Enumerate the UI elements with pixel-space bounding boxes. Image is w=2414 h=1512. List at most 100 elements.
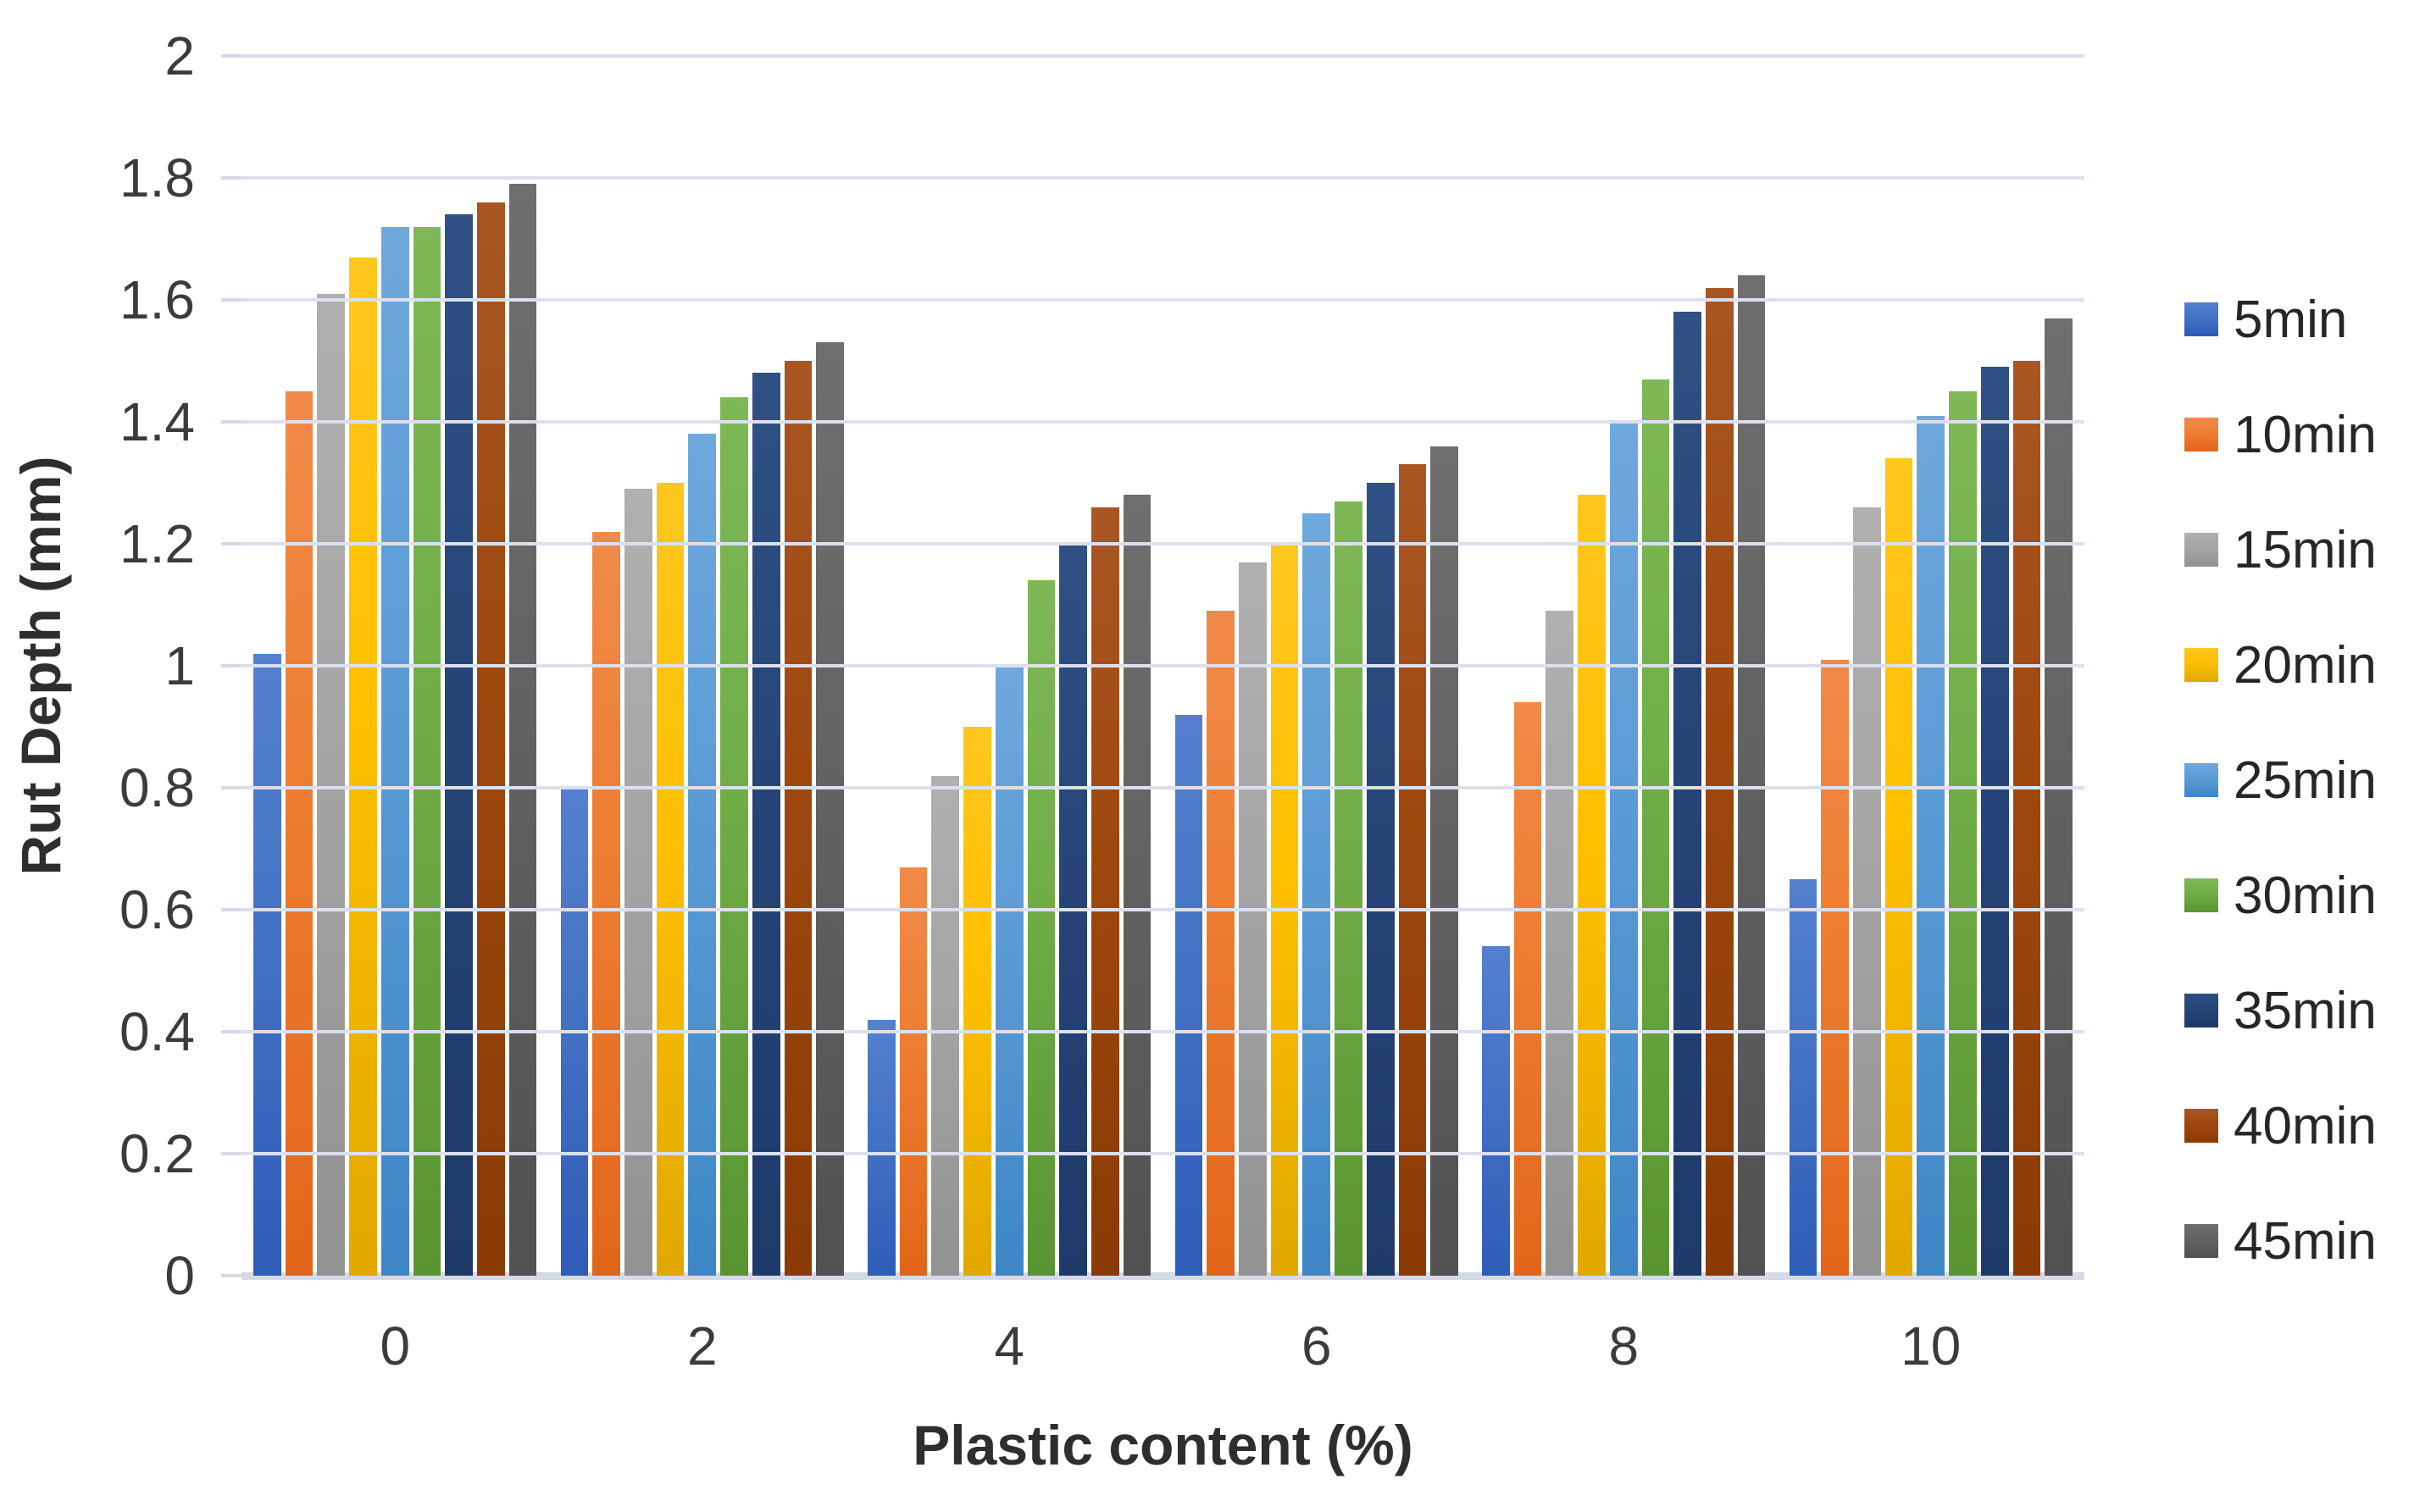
bar-group xyxy=(1778,56,2085,1276)
bar-30min-at-10 xyxy=(1949,391,1977,1276)
y-axis-tickmark xyxy=(221,420,241,424)
legend-item-35min: 35min xyxy=(2184,982,2377,1040)
bar-35min-at-8 xyxy=(1673,312,1702,1276)
y-axis-tickmark xyxy=(221,176,241,180)
legend-item-20min: 20min xyxy=(2184,636,2377,695)
bar-30min-at-6 xyxy=(1335,501,1362,1276)
chart-legend: 5min 10min 15min 20min 25min 30min 35min 40min 4… xyxy=(2184,291,2377,1338)
y-axis-tick-label: 0 xyxy=(164,1245,195,1306)
bar-40min-at-4 xyxy=(1091,507,1119,1276)
bar-25min-at-4 xyxy=(995,666,1024,1276)
bar-15min-at-8 xyxy=(1546,611,1574,1276)
y-gridline xyxy=(241,420,2084,424)
legend-label: 20min xyxy=(2234,635,2377,695)
y-gridline xyxy=(241,908,2084,911)
bar-25min-at-0 xyxy=(380,226,409,1276)
bar-10min-at-0 xyxy=(285,391,314,1276)
bar-group xyxy=(241,56,549,1276)
legend-swatch-icon xyxy=(2184,994,2218,1027)
bar-20min-at-0 xyxy=(349,257,377,1276)
bar-10min-at-10 xyxy=(1821,659,1849,1276)
x-axis-tick-label: 2 xyxy=(686,1315,718,1376)
bar-15min-at-0 xyxy=(317,293,346,1276)
y-axis-tick-label: 1.6 xyxy=(119,269,195,330)
bar-45min-at-8 xyxy=(1737,275,1766,1276)
legend-label: 40min xyxy=(2234,1096,2377,1155)
bar-25min-at-10 xyxy=(1917,415,1945,1276)
bar-5min-at-0 xyxy=(253,653,281,1276)
bar-25min-at-2 xyxy=(688,434,717,1276)
x-axis-line xyxy=(241,1272,2084,1280)
bar-5min-at-10 xyxy=(1789,879,1817,1276)
bar-15min-at-10 xyxy=(1852,507,1881,1276)
bar-45min-at-6 xyxy=(1430,446,1458,1276)
y-axis-tick-label: 1.4 xyxy=(119,391,195,452)
y-axis-tick-label: 0.2 xyxy=(119,1123,195,1184)
x-axis-title: Plastic content (%) xyxy=(913,1414,1413,1476)
bar-40min-at-8 xyxy=(1706,287,1734,1276)
bar-20min-at-10 xyxy=(1884,458,1913,1276)
bar-45min-at-10 xyxy=(2045,318,2073,1276)
legend-swatch-icon xyxy=(2184,302,2218,336)
bar-35min-at-2 xyxy=(752,373,780,1276)
bar-35min-at-0 xyxy=(445,214,474,1276)
y-axis-tick-label: 0.8 xyxy=(119,757,195,818)
bar-40min-at-0 xyxy=(477,202,505,1276)
y-gridline xyxy=(241,298,2084,302)
bar-30min-at-2 xyxy=(720,397,748,1276)
bar-10min-at-2 xyxy=(592,531,620,1276)
bar-20min-at-4 xyxy=(963,727,991,1276)
bar-45min-at-4 xyxy=(1123,495,1152,1276)
bar-40min-at-10 xyxy=(2012,361,2041,1276)
legend-item-45min: 45min xyxy=(2184,1212,2377,1271)
legend-item-5min: 5min xyxy=(2184,291,2377,349)
legend-label: 15min xyxy=(2234,520,2377,579)
y-axis-tickmark xyxy=(221,664,241,667)
y-gridline xyxy=(241,176,2084,180)
bar-25min-at-8 xyxy=(1609,422,1638,1276)
y-axis-tickmark xyxy=(221,1274,241,1277)
y-axis-tick-label: 0.6 xyxy=(119,879,195,940)
y-axis-tick-label: 1.8 xyxy=(119,147,195,208)
legend-item-25min: 25min xyxy=(2184,751,2377,810)
bar-30min-at-8 xyxy=(1641,379,1670,1276)
bar-20min-at-8 xyxy=(1578,495,1606,1276)
legend-swatch-icon xyxy=(2184,763,2218,797)
legend-item-40min: 40min xyxy=(2184,1097,2377,1155)
legend-label: 35min xyxy=(2234,981,2377,1040)
y-axis-tickmark xyxy=(221,298,241,302)
legend-swatch-icon xyxy=(2184,418,2218,451)
y-axis-tickmark xyxy=(221,786,241,789)
legend-label: 45min xyxy=(2234,1211,2377,1271)
bar-5min-at-4 xyxy=(868,1019,896,1276)
y-axis-tickmark xyxy=(221,1030,241,1033)
y-axis-tick-label: 1.2 xyxy=(119,513,195,574)
x-axis-tick-labels: 0 2 4 6 8 10 xyxy=(241,1315,2084,1377)
y-axis-tickmark xyxy=(221,1152,241,1155)
y-axis-tick-label: 1 xyxy=(164,635,195,696)
y-gridline xyxy=(241,54,2084,58)
bar-45min-at-2 xyxy=(816,342,844,1276)
y-gridline xyxy=(241,664,2084,667)
y-axis-tickmark xyxy=(221,908,241,911)
bar-10min-at-4 xyxy=(899,867,928,1276)
plot-area xyxy=(221,54,2085,1280)
legend-swatch-icon xyxy=(2184,878,2218,912)
legend-label: 5min xyxy=(2234,290,2348,349)
y-axis-tick-label: 2 xyxy=(164,25,195,86)
bar-20min-at-2 xyxy=(656,483,685,1276)
y-gridline xyxy=(241,786,2084,789)
bar-5min-at-6 xyxy=(1174,714,1203,1276)
bar-30min-at-0 xyxy=(413,226,441,1276)
legend-swatch-icon xyxy=(2184,648,2218,682)
bar-10min-at-6 xyxy=(1207,611,1235,1276)
bar-5min-at-8 xyxy=(1482,946,1510,1276)
bar-15min-at-4 xyxy=(931,775,960,1276)
y-gridline xyxy=(241,542,2084,546)
legend-label: 10min xyxy=(2234,405,2377,464)
legend-label: 25min xyxy=(2234,750,2377,810)
x-axis-tick-label: 0 xyxy=(380,1315,411,1376)
x-axis-tick-label: 4 xyxy=(994,1315,1025,1376)
legend-item-15min: 15min xyxy=(2184,521,2377,579)
